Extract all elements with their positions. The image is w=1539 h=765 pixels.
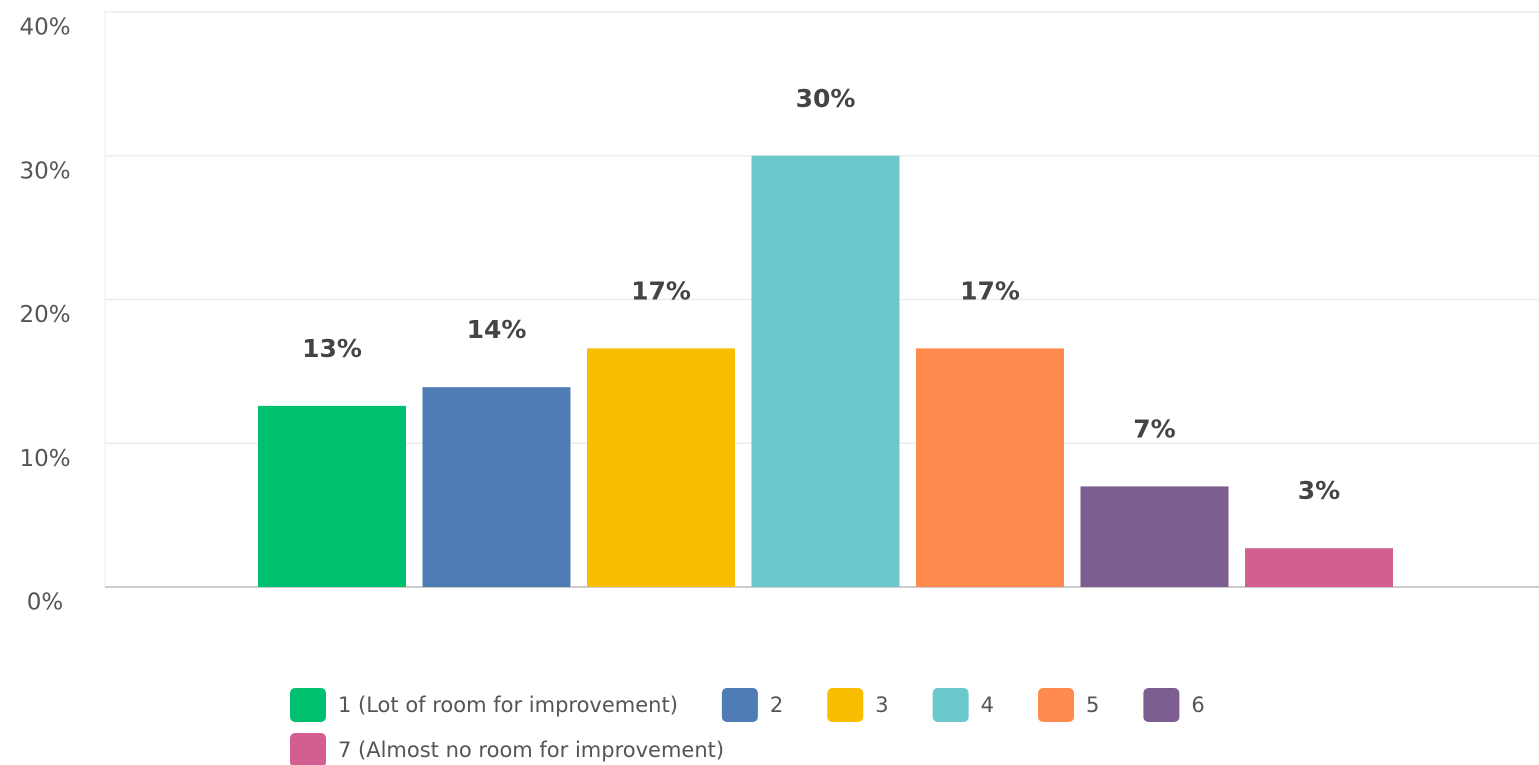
data-label: 17%: [631, 276, 691, 305]
bar: [1080, 486, 1229, 587]
legend-swatch: [721, 688, 758, 722]
y-tick-label: 40%: [19, 15, 70, 41]
legend-swatch: [932, 688, 969, 722]
data-label: 30%: [796, 84, 856, 113]
y-tick-label: 0%: [27, 590, 64, 616]
data-label: 17%: [960, 276, 1020, 305]
legend-swatch: [1038, 688, 1075, 722]
bar: [587, 348, 735, 587]
bar: [1245, 548, 1393, 587]
y-tick-label: 20%: [19, 302, 70, 328]
y-tick-label: 30%: [19, 158, 70, 184]
legend-label: 6: [1191, 693, 1204, 717]
legend-swatch: [827, 688, 864, 722]
bar: [258, 405, 406, 587]
bar: [751, 155, 900, 587]
data-label: 13%: [302, 334, 362, 363]
legend-label: 1 (Lot of room for improvement): [338, 693, 678, 717]
legend-label: 7 (Almost no room for improvement): [338, 738, 724, 762]
legend-swatch: [290, 688, 326, 722]
legend-label: 4: [981, 693, 994, 717]
data-label: 3%: [1298, 476, 1340, 505]
data-label: 14%: [467, 315, 527, 344]
legend-label: 5: [1086, 693, 1099, 717]
data-label: 7%: [1133, 414, 1175, 443]
legend-swatch: [290, 733, 326, 765]
legend-label: 3: [875, 693, 888, 717]
legend-label: 2: [770, 693, 783, 717]
bar: [422, 387, 571, 587]
legend-swatch: [1143, 688, 1180, 722]
bar: [916, 348, 1064, 587]
y-tick-label: 10%: [19, 446, 70, 472]
